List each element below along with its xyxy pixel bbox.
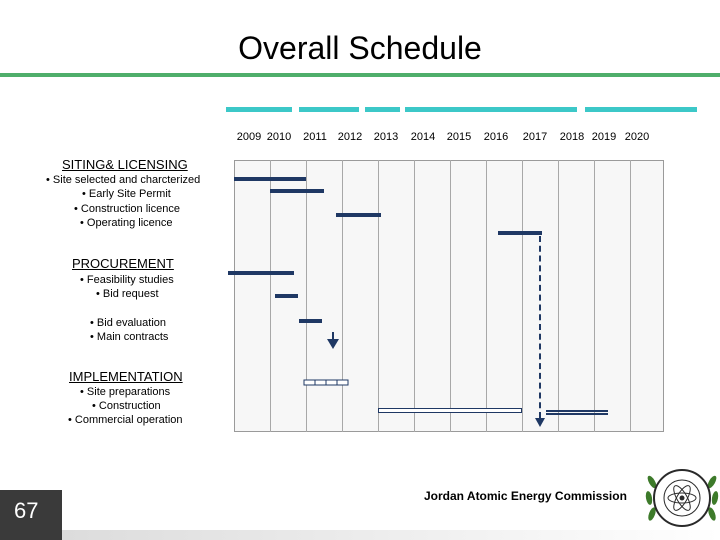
year-label: 2020 <box>624 131 650 143</box>
task-label: • Feasibility studies <box>80 274 174 286</box>
grid-line <box>522 160 523 432</box>
period-marker <box>226 107 292 112</box>
page-number: 67 <box>14 498 39 523</box>
gantt-bar-operation <box>546 410 608 415</box>
grid-line <box>342 160 343 432</box>
gantt-grid <box>234 160 664 432</box>
task-label: • Construction licence <box>74 203 180 215</box>
year-label: 2014 <box>410 131 436 143</box>
year-label: 2010 <box>266 131 292 143</box>
year-label: 2019 <box>591 131 617 143</box>
year-label: 2013 <box>373 131 399 143</box>
organization-name: Jordan Atomic Energy Commission <box>424 489 627 503</box>
year-label: 2009 <box>236 131 262 143</box>
gantt-bar <box>336 213 381 217</box>
year-label: 2017 <box>522 131 548 143</box>
period-marker <box>299 107 359 112</box>
gantt-bar <box>228 271 294 275</box>
gantt-bar <box>275 294 298 298</box>
period-marker <box>585 107 697 112</box>
period-marker <box>405 107 577 112</box>
year-label: 2012 <box>337 131 363 143</box>
gantt-bar <box>270 189 324 193</box>
grid-line <box>378 160 379 432</box>
grid-line <box>306 160 307 432</box>
milestone-marker <box>327 339 339 349</box>
grid-line <box>486 160 487 432</box>
jaec-logo-icon <box>645 469 719 527</box>
grid-line <box>414 160 415 432</box>
task-label: • Site selected and charcterized <box>46 174 201 186</box>
implementation-heading: IMPLEMENTATION <box>69 369 183 384</box>
slide-title: Overall Schedule <box>238 30 482 66</box>
task-label: • Bid evaluation <box>90 317 167 329</box>
year-label: 2011 <box>303 131 327 143</box>
task-label: • Construction <box>92 400 161 412</box>
gantt-bar-construction <box>378 408 522 413</box>
year-label: 2016 <box>483 131 509 143</box>
grid-line <box>630 160 631 432</box>
gantt-bar <box>498 231 542 235</box>
task-label: • Main contracts <box>90 331 169 343</box>
task-label: • Early Site Permit <box>82 188 171 200</box>
task-label: • Site preparations <box>80 386 171 398</box>
siting-heading: SITING& LICENSING <box>62 157 188 172</box>
footer-corner-block <box>0 490 62 540</box>
period-marker <box>365 107 400 112</box>
milestone-arrow-icon <box>535 418 545 427</box>
gantt-bar <box>299 319 322 323</box>
year-label: 2018 <box>559 131 585 143</box>
procurement-heading: PROCUREMENT <box>72 256 174 271</box>
grid-line <box>594 160 595 432</box>
gantt-bar-segmented <box>303 379 349 386</box>
gantt-bar <box>234 177 306 181</box>
task-label: • Bid request <box>96 288 159 300</box>
grid-line <box>450 160 451 432</box>
grid-line <box>270 160 271 432</box>
milestone-connector <box>332 332 334 340</box>
task-label: • Commercial operation <box>68 414 183 426</box>
year-label: 2015 <box>446 131 472 143</box>
footer-band <box>62 530 720 540</box>
title-divider <box>0 73 720 77</box>
task-label: • Operating licence <box>80 217 173 229</box>
milestone-connector <box>539 236 541 418</box>
grid-line <box>558 160 559 432</box>
